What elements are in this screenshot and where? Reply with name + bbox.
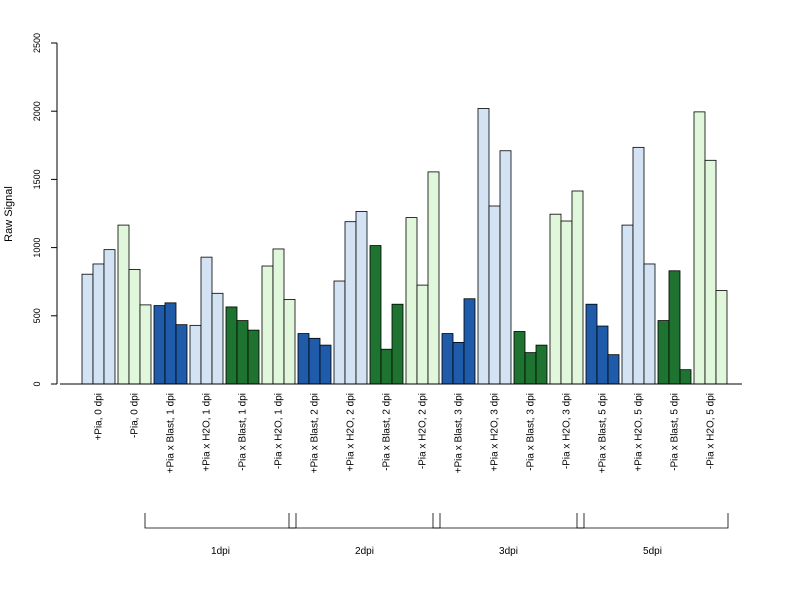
y-tick-label: 0 — [32, 381, 42, 386]
y-axis: 0 500 1000 1500 2000 2500 — [32, 33, 58, 387]
group-brackets: 1dpi 2dpi 3dpi 5dpi — [144, 513, 729, 557]
bar — [632, 146, 645, 385]
group-bracket — [144, 513, 297, 529]
bar — [535, 344, 548, 385]
y-tick-label: 2000 — [32, 101, 42, 121]
bar — [283, 299, 296, 385]
bar — [657, 320, 670, 385]
bar — [308, 337, 321, 385]
category-label: -Pia, 0 dpi — [130, 393, 141, 438]
bar — [297, 333, 310, 385]
bar — [128, 269, 141, 385]
bar — [236, 320, 249, 385]
bar — [477, 108, 490, 385]
category-label: -Pia x Blast, 3 dpi — [526, 393, 537, 471]
category-label: +Pia x Blast, 2 dpi — [310, 393, 321, 473]
category-label: -Pia x H2O, 3 dpi — [562, 393, 573, 469]
bar — [571, 190, 584, 385]
category-label: -Pia x H2O, 1 dpi — [274, 393, 285, 469]
bar — [452, 341, 465, 385]
bar — [607, 354, 620, 385]
group-label: 2dpi — [355, 546, 374, 557]
bar — [139, 304, 152, 385]
category-label: +Pia x Blast, 5 dpi — [598, 393, 609, 473]
bar — [355, 211, 368, 385]
bar — [319, 344, 332, 385]
category-label: +Pia x H2O, 2 dpi — [346, 393, 357, 472]
bar — [272, 248, 285, 385]
y-axis-title: Raw Signal — [3, 186, 15, 242]
bar — [92, 263, 105, 385]
bar — [499, 150, 512, 385]
group-bracket — [576, 513, 729, 529]
bar — [103, 249, 116, 385]
bar — [715, 290, 728, 385]
category-label: +Pia x H2O, 5 dpi — [634, 393, 645, 472]
group-label: 3dpi — [499, 546, 518, 557]
category-label: -Pia x Blast, 1 dpi — [238, 393, 249, 471]
bar — [549, 213, 562, 385]
bar — [643, 263, 656, 385]
bar — [405, 217, 418, 385]
category-label: +Pia x H2O, 3 dpi — [490, 393, 501, 472]
bar — [679, 369, 692, 385]
bar — [441, 333, 454, 385]
bar — [416, 284, 429, 385]
group-bracket — [432, 513, 585, 529]
group-label: 1dpi — [211, 546, 230, 557]
bar — [153, 305, 166, 385]
bar — [225, 306, 238, 385]
bar — [704, 159, 717, 385]
bar — [513, 331, 526, 385]
bar — [81, 273, 94, 385]
bar — [247, 329, 260, 385]
y-tick-label: 2500 — [32, 33, 42, 53]
bar — [344, 221, 357, 385]
bar — [560, 220, 573, 385]
bar — [369, 245, 382, 385]
bars — [81, 108, 728, 385]
category-label: +Pia x Blast, 1 dpi — [166, 393, 177, 473]
bar — [596, 325, 609, 385]
bar — [585, 303, 598, 385]
category-label: -Pia x Blast, 2 dpi — [382, 393, 393, 471]
category-label: -Pia x H2O, 2 dpi — [418, 393, 429, 469]
category-label: -Pia x Blast, 5 dpi — [670, 393, 681, 471]
category-label: +Pia x Blast, 3 dpi — [454, 393, 465, 473]
bar — [463, 298, 476, 385]
bar — [693, 111, 706, 385]
bar — [117, 224, 130, 385]
category-labels: +Pia, 0 dpi -Pia, 0 dpi +Pia x Blast, 1 dp… — [94, 393, 717, 473]
category-label: +Pia, 0 dpi — [94, 393, 105, 441]
bar — [524, 352, 537, 385]
bar — [621, 224, 634, 385]
bar — [175, 324, 188, 385]
y-tick-label: 1000 — [32, 238, 42, 258]
group-label: 5dpi — [643, 546, 662, 557]
y-tick-label: 500 — [32, 308, 42, 323]
bar — [380, 348, 393, 385]
bar — [200, 256, 213, 385]
category-label: -Pia x H2O, 5 dpi — [706, 393, 717, 469]
bar — [189, 324, 202, 385]
bar — [261, 265, 274, 385]
bar — [164, 302, 177, 385]
bar — [391, 303, 404, 385]
group-bracket — [288, 513, 441, 529]
category-label: +Pia x H2O, 1 dpi — [202, 393, 213, 472]
bar — [427, 171, 440, 385]
bar — [211, 292, 224, 385]
bar — [333, 280, 346, 385]
y-tick-label: 1500 — [32, 169, 42, 189]
bar — [488, 205, 501, 385]
bar — [668, 270, 681, 385]
